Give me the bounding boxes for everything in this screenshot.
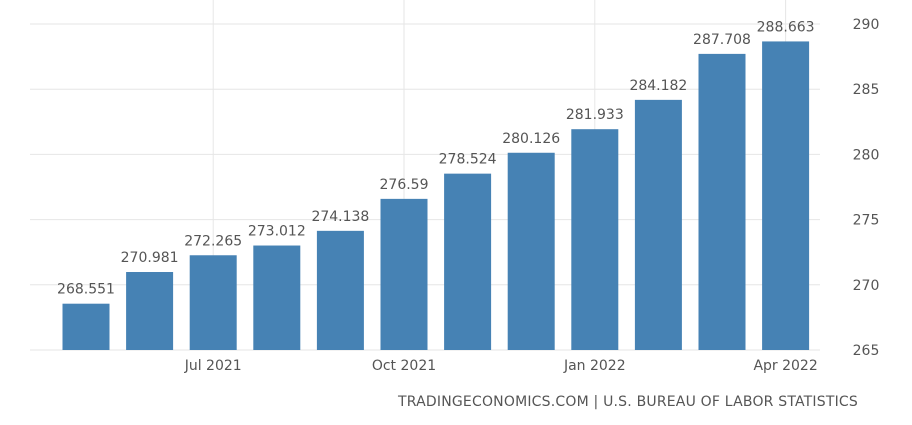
bar: [380, 198, 428, 350]
bar-value-label: 278.524: [439, 152, 497, 168]
source-credit: TRADINGECONOMICS.COM | U.S. BUREAU OF LA…: [398, 394, 858, 410]
bar-value-label: 280.126: [502, 131, 560, 147]
bar: [634, 99, 682, 350]
bar-value-label: 268.551: [57, 282, 115, 298]
bar-value-label: 281.933: [566, 107, 624, 123]
bar-value-label: 287.708: [693, 32, 751, 48]
bar: [189, 255, 237, 350]
x-tick-label: Jan 2022: [563, 358, 626, 374]
bar: [571, 129, 619, 350]
y-tick-label: 280: [853, 147, 880, 163]
bar: [316, 230, 364, 350]
bar-value-label: 272.265: [184, 233, 242, 249]
bar: [253, 245, 301, 350]
y-axis-ticks: 265 270 275 280 285 290: [853, 17, 880, 359]
bar-value-label: 284.182: [629, 78, 687, 94]
y-tick-label: 270: [853, 278, 880, 294]
x-axis-ticks: Jul 2021 Oct 2021 Jan 2022 Apr 2022: [184, 358, 818, 374]
bars: [62, 41, 810, 350]
bar: [126, 272, 174, 350]
x-tick-label: Jul 2021: [184, 358, 242, 374]
y-tick-label: 290: [853, 17, 880, 33]
x-tick-label: Apr 2022: [753, 358, 817, 374]
bar-value-label: 270.981: [121, 250, 179, 266]
bar: [698, 53, 746, 350]
y-tick-label: 275: [853, 213, 880, 229]
x-tick-label: Oct 2021: [372, 358, 436, 374]
value-labels: 268.551 270.981 272.265 273.012 274.138 276.5…: [57, 19, 815, 297]
bar-value-label: 276.59: [380, 177, 429, 193]
bar-value-label: 274.138: [311, 209, 369, 225]
bar: [507, 152, 555, 350]
bar: [62, 303, 110, 350]
bar: [762, 41, 810, 350]
bar-value-label: 288.663: [757, 19, 815, 35]
bar-value-label: 273.012: [248, 224, 306, 240]
y-tick-label: 265: [853, 343, 880, 359]
bar: [444, 173, 492, 350]
y-tick-label: 285: [853, 82, 880, 98]
